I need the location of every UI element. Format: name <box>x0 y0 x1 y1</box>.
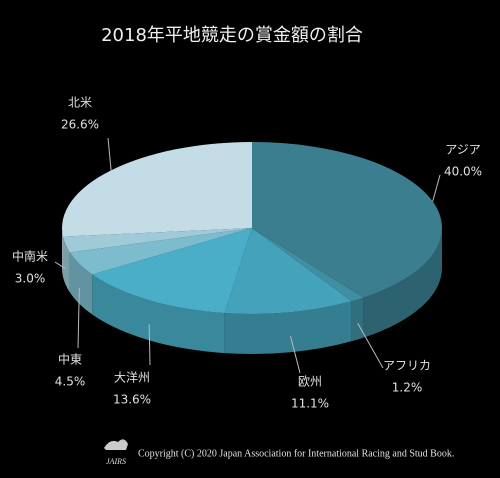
leader-line <box>77 287 80 349</box>
value-label: 11.1% <box>291 397 329 411</box>
value-label: 40.0% <box>444 165 482 179</box>
wedge <box>62 228 253 253</box>
wedge <box>92 228 253 314</box>
chart-title: 2018年平地競走の賞金額の割合 <box>101 25 363 46</box>
value-label: 4.5% <box>55 375 86 389</box>
wedge-side <box>62 236 70 293</box>
category-label: アフリカ <box>383 359 431 373</box>
logo-text: JAIRS <box>106 457 126 466</box>
value-label: 13.6% <box>113 393 151 407</box>
wedge <box>62 142 252 237</box>
logo-icon <box>104 439 128 450</box>
category-label: 欧州 <box>298 375 322 389</box>
wedge-side <box>62 228 63 277</box>
category-label: 大洋州 <box>114 370 150 385</box>
leader-line <box>357 323 384 369</box>
wedge-side <box>69 252 93 315</box>
wedge-side <box>363 228 442 338</box>
wedge <box>224 228 352 314</box>
wedge <box>252 228 364 302</box>
leader-line <box>54 261 66 270</box>
leader-line <box>290 336 301 374</box>
source: Copyright (C) 2020 Japan Association for… <box>138 448 454 459</box>
category-label: 中南米 <box>12 249 48 264</box>
category-label: 中東 <box>58 352 82 367</box>
wedge <box>69 228 252 275</box>
leader-line <box>107 137 112 171</box>
wedge <box>252 142 442 298</box>
category-label: 北米 <box>68 96 92 110</box>
leader-line <box>148 324 151 366</box>
value-label: 1.2% <box>392 381 423 395</box>
logo: JAIRS <box>104 439 128 466</box>
category-label: アジア <box>445 143 481 157</box>
leader-line <box>432 174 441 202</box>
value-label: 3.0% <box>15 272 46 286</box>
wedge-side <box>351 297 364 342</box>
wedge-side <box>92 274 225 354</box>
tops <box>62 142 442 314</box>
value-label: 26.6% <box>61 118 99 132</box>
wedge-side <box>224 301 352 355</box>
sides <box>62 228 442 355</box>
